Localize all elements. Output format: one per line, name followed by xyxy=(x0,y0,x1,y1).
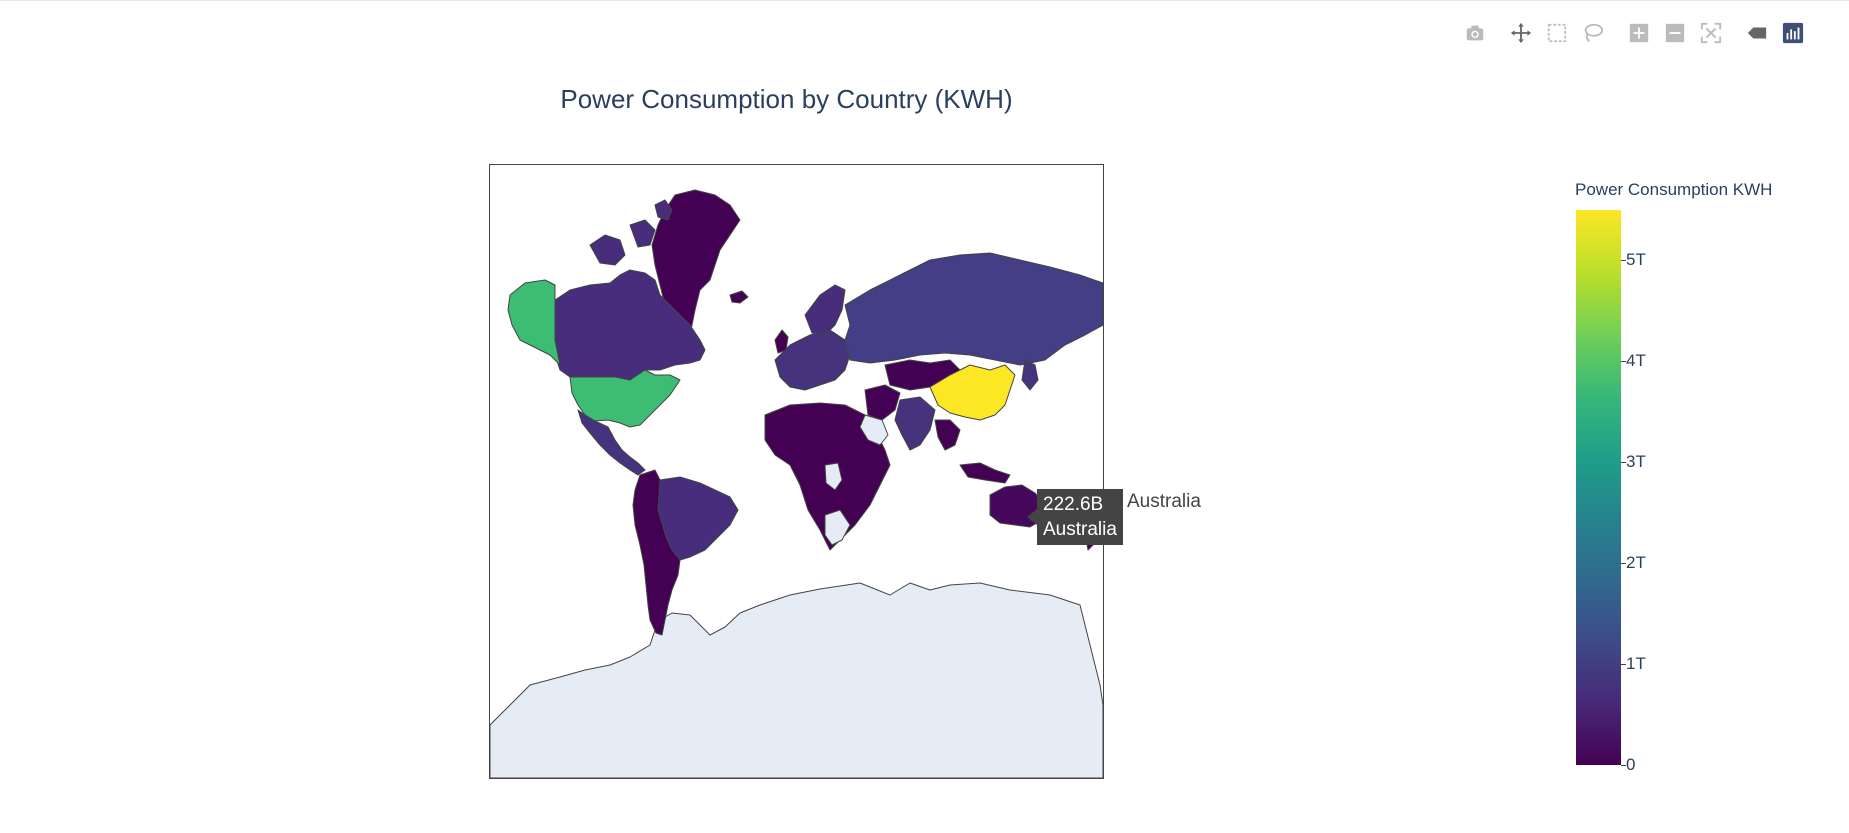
region-central-africa-gap xyxy=(824,462,843,491)
colorbar-tickmark xyxy=(1621,462,1626,464)
colorbar-tick-label: 0 xyxy=(1626,755,1636,774)
region-south-africa xyxy=(824,509,851,546)
map-frame[interactable] xyxy=(489,164,1104,779)
box-select-icon[interactable] xyxy=(1544,20,1570,46)
colorbar-tickmark xyxy=(1621,260,1626,262)
region-uk xyxy=(774,329,789,354)
region-se-asia xyxy=(934,419,961,451)
plotly-logo-icon[interactable] xyxy=(1780,20,1806,46)
region-saudi xyxy=(859,414,889,446)
pan-icon[interactable] xyxy=(1508,20,1534,46)
zoom-in-icon[interactable] xyxy=(1626,20,1652,46)
colorbar-tick-label: 3T xyxy=(1626,452,1646,472)
hover-tooltip: 222.6B Australia xyxy=(1027,489,1123,545)
region-mexico xyxy=(577,409,646,476)
modebar xyxy=(1462,18,1816,48)
region-china xyxy=(929,364,1016,421)
top-border xyxy=(0,0,1849,1)
colorbar-tickmark xyxy=(1621,361,1626,363)
colorbar xyxy=(1576,210,1621,765)
reset-view-icon[interactable] xyxy=(1698,20,1724,46)
colorbar-title: Power Consumption KWH xyxy=(1575,180,1773,199)
colorbar-tick-label: 5T xyxy=(1626,250,1646,270)
colorbar-tick-label: 2T xyxy=(1626,553,1646,573)
region-iceland xyxy=(729,290,749,304)
region-alaska xyxy=(507,279,561,366)
region-indonesia xyxy=(959,462,1011,484)
colorbar-tickmark xyxy=(1621,563,1626,565)
hover-closest-icon[interactable] xyxy=(1744,20,1770,46)
region-south-america-west xyxy=(632,469,681,636)
region-antarctica xyxy=(490,582,1103,778)
region-europe xyxy=(774,329,851,391)
lasso-select-icon[interactable] xyxy=(1580,20,1606,46)
chart-title: Power Consumption by Country (KWH) xyxy=(560,84,1013,114)
colorbar-tickmark xyxy=(1621,765,1626,766)
tooltip-country: Australia xyxy=(1043,519,1117,540)
camera-icon[interactable] xyxy=(1462,20,1488,46)
colorbar-tick-label: 4T xyxy=(1626,351,1646,371)
region-canada-islands xyxy=(589,199,673,266)
zoom-out-icon[interactable] xyxy=(1662,20,1688,46)
world-map[interactable] xyxy=(490,165,1103,778)
region-scandinavia xyxy=(804,284,846,336)
colorbar-tickmark xyxy=(1621,664,1626,666)
region-japan xyxy=(1021,359,1039,391)
tooltip-value: 222.6B xyxy=(1043,494,1104,515)
region-russia xyxy=(844,252,1103,366)
colorbar-tick-label: 1T xyxy=(1626,654,1646,674)
region-india xyxy=(894,396,936,451)
region-middle-east xyxy=(864,384,901,421)
tooltip-trace-name: Australia xyxy=(1127,491,1201,512)
